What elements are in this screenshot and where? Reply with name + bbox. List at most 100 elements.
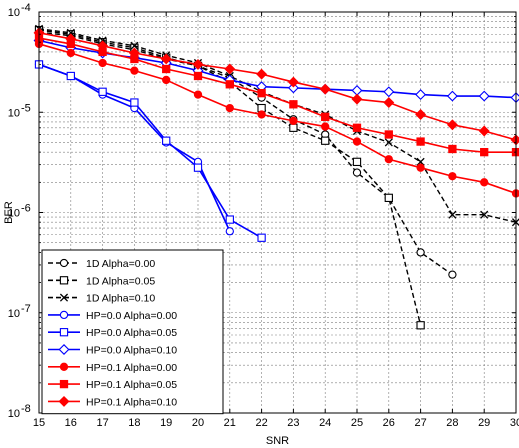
series-6 <box>34 39 519 198</box>
y-tick-exponent: -6 <box>21 203 31 215</box>
data-point-square <box>257 89 266 98</box>
x-tick-label: 23 <box>287 417 299 429</box>
data-point-circle <box>321 122 330 131</box>
data-point-square <box>98 87 107 96</box>
data-point-x <box>384 138 393 147</box>
data-point-circle <box>98 58 107 68</box>
data-point-square <box>162 136 171 145</box>
x-tick-label: 20 <box>192 417 204 429</box>
series-line <box>38 43 517 195</box>
data-point-diamond <box>65 33 77 45</box>
y-tick-exponent: -5 <box>21 102 31 114</box>
data-point-circle <box>59 310 69 320</box>
x-tick-label: 25 <box>351 417 363 429</box>
data-point-circle <box>193 90 203 99</box>
x-tick-label: 15 <box>33 417 45 429</box>
legend-entry: HP=0.0 Alpha=0.10 <box>48 344 177 357</box>
x-tick-label: 26 <box>383 417 395 429</box>
series-8 <box>33 27 519 146</box>
x-mark-stroke <box>66 28 75 37</box>
x-tick-label: 18 <box>128 417 140 429</box>
data-point-square <box>130 98 139 107</box>
legend-label: 1D Alpha=0.10 <box>86 293 155 305</box>
data-point-circle <box>162 75 171 85</box>
legend-entry: 1D Alpha=0.00 <box>48 258 155 270</box>
x-tick-label: 17 <box>96 417 108 429</box>
series-line <box>38 32 517 141</box>
data-point-square <box>59 276 69 285</box>
data-point-square <box>225 80 234 89</box>
data-point-diamond <box>383 97 395 108</box>
data-point-diamond <box>478 90 490 102</box>
x-tick-label: 30 <box>510 417 519 429</box>
data-point-circle <box>352 137 362 146</box>
data-point-x <box>59 293 69 302</box>
series-line <box>38 37 516 153</box>
data-point-square <box>66 71 75 81</box>
data-point-circle <box>480 178 489 187</box>
data-point-diamond <box>383 86 395 98</box>
axes: 1516171819202122232425262728293010-810-7… <box>8 2 519 429</box>
y-tick-exponent: -4 <box>21 2 31 14</box>
data-point-x <box>416 157 425 166</box>
data-point-square <box>352 157 362 167</box>
data-point-x <box>130 41 139 50</box>
data-point-diamond <box>58 395 70 407</box>
legend-label: HP=0.1 Alpha=0.05 <box>86 379 177 391</box>
data-point-square <box>384 193 393 203</box>
legend-entry: HP=0.1 Alpha=0.05 <box>48 379 177 391</box>
data-point-circle <box>416 248 425 257</box>
x-mark-stroke <box>416 157 425 166</box>
data-point-circle <box>59 258 69 268</box>
data-point-circle <box>225 103 234 113</box>
legend-label: HP=0.0 Alpha=0.10 <box>86 345 177 357</box>
legend-label: 1D Alpha=0.00 <box>86 258 155 270</box>
x-mark-stroke <box>480 210 489 219</box>
data-point-square <box>352 123 362 132</box>
data-point-diamond <box>287 76 299 88</box>
data-point-square <box>193 163 203 172</box>
legend-label: 1D Alpha=0.05 <box>86 275 155 287</box>
data-point-circle <box>448 172 457 181</box>
data-point-square <box>289 100 298 109</box>
y-tick-label: 10 <box>8 308 20 320</box>
data-point-x <box>66 28 75 37</box>
data-point-diamond <box>192 58 204 70</box>
data-point-circle <box>225 227 234 236</box>
legend-entry: HP=0.0 Alpha=0.05 <box>48 327 177 339</box>
y-axis-title: BER <box>3 201 15 224</box>
legend: 1D Alpha=0.00 1D Alpha=0.05 1D Alpha=0.10 H… <box>41 249 224 415</box>
data-point-circle <box>257 110 266 119</box>
x-mark-stroke <box>384 138 393 147</box>
series-line <box>38 63 262 239</box>
data-point-diamond <box>160 53 172 65</box>
x-tick-label: 24 <box>319 417 331 429</box>
data-point-square <box>289 123 298 132</box>
series-layer <box>33 24 519 330</box>
data-point-diamond <box>478 125 490 137</box>
data-point-circle <box>416 163 425 172</box>
data-point-diamond <box>287 82 299 94</box>
data-point-diamond <box>351 93 363 105</box>
x-mark-stroke <box>130 41 139 50</box>
data-point-circle <box>59 362 69 371</box>
x-tick-label: 19 <box>160 417 172 429</box>
data-point-diamond <box>256 68 268 80</box>
y-tick-label: 10 <box>8 7 20 19</box>
data-point-square <box>416 137 425 146</box>
data-point-diamond <box>415 109 427 120</box>
y-tick-label: 10 <box>8 408 20 420</box>
data-point-square <box>257 233 266 242</box>
data-point-diamond <box>58 344 70 355</box>
x-tick-label: 16 <box>65 417 77 429</box>
data-point-diamond <box>446 119 458 131</box>
data-point-square <box>448 144 457 154</box>
data-point-x <box>448 210 457 219</box>
data-point-circle <box>448 270 457 279</box>
x-tick-label: 21 <box>224 417 236 429</box>
data-point-circle <box>384 155 393 164</box>
data-point-x <box>480 210 489 219</box>
legend-label: HP=0.0 Alpha=0.00 <box>86 310 177 322</box>
y-tick-label: 10 <box>8 208 20 220</box>
